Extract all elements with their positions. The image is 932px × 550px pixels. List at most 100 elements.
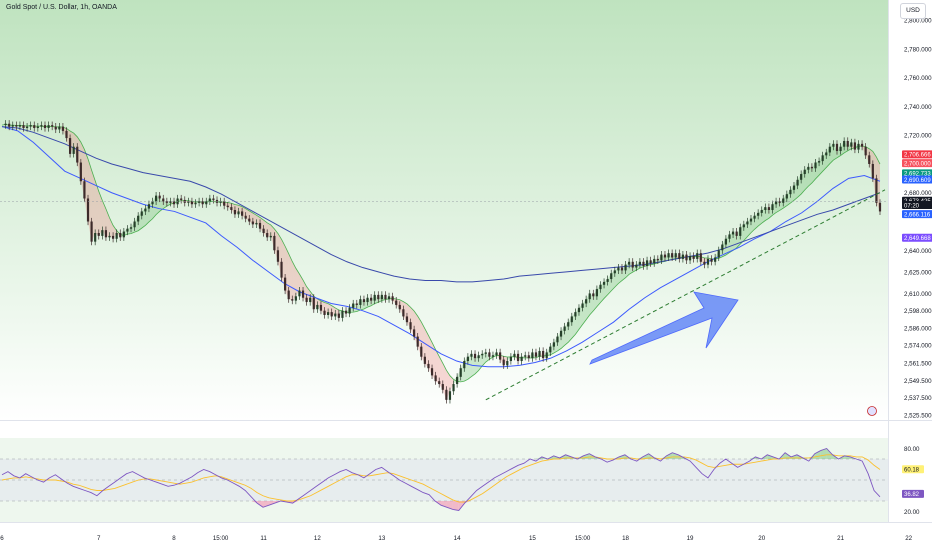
candle-body (843, 140, 846, 147)
candle-body (51, 125, 54, 127)
candle-body (749, 218, 753, 222)
candle-body (294, 296, 297, 301)
candle-body (717, 250, 720, 258)
price-label-badge (902, 200, 932, 209)
candle-body (767, 207, 771, 210)
candle-body (97, 233, 100, 236)
candle-body (527, 355, 530, 359)
candle-body (129, 227, 133, 229)
candle-body (660, 254, 663, 261)
candle-body (230, 207, 233, 210)
candle-body (671, 253, 674, 258)
candle-body (137, 215, 140, 222)
time-tick-label: 18 (622, 535, 629, 542)
candle-body (488, 352, 491, 357)
candle-body (43, 125, 47, 129)
rsi-overbought-fill (613, 456, 619, 459)
candle-body (122, 231, 125, 238)
cloud-segment (102, 200, 106, 238)
candle-body (534, 352, 538, 357)
candle-body (595, 289, 598, 297)
price-tick-label: 2,561.500 (904, 361, 932, 368)
candle-body (542, 350, 545, 359)
candle-body (739, 227, 742, 236)
candle-body (266, 233, 269, 238)
candle-body (348, 307, 351, 314)
candle-body (445, 389, 448, 400)
candle-body (258, 222, 262, 229)
candle-body (298, 290, 301, 297)
candle-body (610, 273, 613, 280)
candle-body (746, 221, 749, 225)
candle-body (592, 293, 595, 297)
cloud-segment (159, 198, 164, 212)
candle-body (577, 307, 581, 313)
candle-body (481, 353, 484, 356)
time-tick-label: 21 (837, 535, 844, 542)
candle-body (47, 125, 50, 129)
candle-body (162, 198, 165, 202)
candle-body (617, 267, 620, 271)
price-tick-label: 2,740.000 (904, 104, 932, 111)
candle-body (585, 299, 588, 304)
price-tick-label: 2,720.000 (904, 133, 932, 140)
candle-body (391, 296, 394, 301)
candle-body (104, 230, 108, 238)
candle-body (205, 201, 208, 205)
candle-body (760, 210, 763, 213)
price-tick-label: 2,625.000 (904, 269, 932, 276)
candle-body (502, 359, 505, 366)
candle-body (667, 253, 670, 258)
candle-body (721, 244, 724, 251)
candle-body (692, 256, 695, 259)
candle-body (785, 194, 788, 199)
candle-body (133, 221, 136, 228)
candle-body (190, 201, 194, 205)
candle-body (377, 294, 380, 300)
candle-body (79, 162, 82, 182)
candle-body (624, 264, 627, 271)
candle-body (459, 368, 462, 377)
candle-body (208, 198, 211, 202)
candle-body (101, 230, 104, 236)
candle-body (839, 146, 842, 152)
candle-body (649, 260, 652, 264)
price-label-text: 2,666.116 (904, 212, 931, 218)
time-tick-label: 13 (378, 535, 385, 542)
price-tick-label: 2,598.000 (904, 308, 932, 315)
candle-body (628, 261, 631, 265)
candle-body (656, 258, 659, 261)
candle-body (198, 201, 201, 203)
cloud-segment (98, 191, 103, 236)
candle-body (147, 204, 151, 209)
time-tick-label: 22 (905, 535, 912, 542)
candle-body (778, 201, 781, 203)
candle-body (588, 293, 591, 300)
main-pane-background (0, 0, 888, 420)
candle-body (645, 260, 649, 267)
price-label-text: 07:20 (904, 203, 920, 209)
candle-body (846, 140, 849, 147)
candle-body (312, 297, 315, 310)
candle-body (710, 258, 713, 262)
candle-body (119, 233, 122, 238)
candle-body (706, 258, 710, 265)
candle-body (817, 161, 821, 163)
candle-body (144, 208, 147, 212)
candle-body (244, 215, 247, 219)
candle-body (735, 231, 738, 236)
flag-icon (867, 406, 877, 416)
time-tick-label: 12 (314, 535, 321, 542)
candle-body (180, 198, 183, 200)
candle-body (473, 353, 477, 359)
price-label-badge (902, 233, 932, 242)
candle-body (810, 166, 814, 169)
candle-body (606, 279, 609, 282)
candle-body (287, 290, 290, 300)
candle-body (764, 207, 767, 210)
candle-body (330, 312, 333, 317)
candle-body (241, 211, 244, 216)
currency-button[interactable]: USD (900, 3, 926, 19)
time-tick-label: 7 (97, 535, 101, 542)
